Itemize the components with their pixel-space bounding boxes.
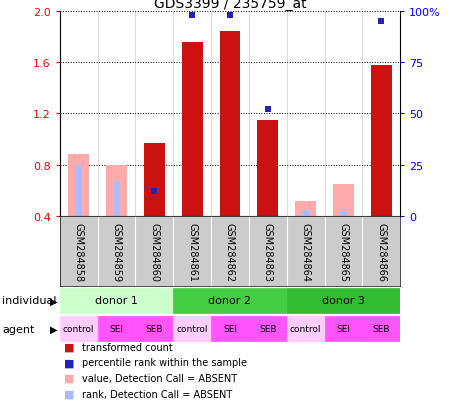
Text: GSM284859: GSM284859	[111, 222, 121, 281]
Text: transformed count: transformed count	[82, 342, 172, 352]
Text: GSM284866: GSM284866	[375, 222, 386, 281]
Text: GSM284865: GSM284865	[338, 222, 348, 281]
Text: SEI: SEI	[109, 324, 123, 333]
Text: ▶: ▶	[50, 296, 57, 306]
Text: SEB: SEB	[258, 324, 276, 333]
Text: GSM284864: GSM284864	[300, 222, 310, 281]
Text: ■: ■	[64, 373, 75, 383]
Text: donor 1: donor 1	[95, 296, 138, 306]
Bar	[68, 155, 89, 216]
Bar	[97, 316, 135, 342]
Bar	[332, 185, 353, 216]
Text: GSM284863: GSM284863	[262, 222, 272, 281]
Bar	[362, 316, 399, 342]
Bar	[113, 182, 120, 216]
Bar	[106, 165, 127, 216]
Text: percentile rank within the sample: percentile rank within the sample	[82, 358, 246, 368]
Text: ■: ■	[64, 389, 75, 399]
Text: ■: ■	[64, 358, 75, 368]
Text: donor 3: donor 3	[321, 296, 364, 306]
Text: control: control	[176, 324, 207, 333]
Text: SEI: SEI	[223, 324, 236, 333]
Bar	[295, 201, 315, 216]
Bar	[181, 43, 202, 216]
Bar	[248, 316, 286, 342]
Bar	[302, 210, 308, 216]
Text: SEB: SEB	[372, 324, 389, 333]
Bar	[60, 288, 173, 313]
Text: GSM284861: GSM284861	[187, 222, 197, 281]
Text: rank, Detection Call = ABSENT: rank, Detection Call = ABSENT	[82, 389, 232, 399]
Text: SEI: SEI	[336, 324, 350, 333]
Text: donor 2: donor 2	[208, 296, 251, 306]
Bar	[144, 144, 164, 216]
Bar	[257, 121, 278, 216]
Text: GSM284858: GSM284858	[73, 222, 84, 281]
Text: ■: ■	[64, 342, 75, 352]
Title: GDS3399 / 235759_at: GDS3399 / 235759_at	[153, 0, 306, 11]
Text: individual: individual	[2, 296, 56, 306]
Bar	[75, 165, 82, 216]
Text: ▶: ▶	[50, 324, 57, 334]
Bar	[60, 316, 97, 342]
Text: value, Detection Call = ABSENT: value, Detection Call = ABSENT	[82, 373, 236, 383]
Bar	[370, 66, 391, 216]
Text: agent: agent	[2, 324, 34, 334]
Text: control: control	[63, 324, 94, 333]
Bar	[135, 316, 173, 342]
Text: SEB: SEB	[146, 324, 163, 333]
Bar	[211, 316, 248, 342]
Bar	[286, 288, 399, 313]
Text: control: control	[289, 324, 321, 333]
Bar	[339, 211, 346, 216]
Bar	[286, 316, 324, 342]
Text: GSM284860: GSM284860	[149, 222, 159, 281]
Bar	[173, 288, 286, 313]
Bar	[219, 32, 240, 216]
Bar	[173, 316, 211, 342]
Text: GSM284862: GSM284862	[224, 222, 235, 281]
Bar	[324, 316, 362, 342]
